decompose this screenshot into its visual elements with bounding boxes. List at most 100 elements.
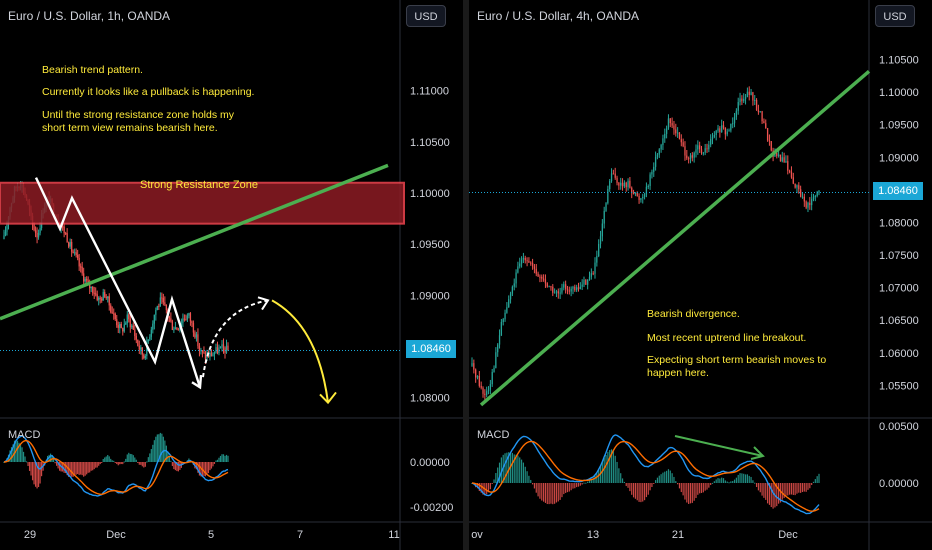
candle-body xyxy=(189,313,192,322)
macd-histogram-bar xyxy=(39,462,41,484)
candle-body xyxy=(750,92,752,95)
macd-histogram-bar xyxy=(550,483,552,504)
candle-body xyxy=(93,292,95,294)
macd-histogram-bar xyxy=(658,475,660,483)
candle-body xyxy=(144,355,146,359)
macd-histogram-bar xyxy=(792,483,794,495)
annotation-line-2: Currently it looks like a pullback is ha… xyxy=(42,86,255,98)
candle-body xyxy=(222,344,225,348)
macd-histogram-bar xyxy=(666,470,668,483)
candle-body xyxy=(799,189,802,197)
candle-body xyxy=(812,197,815,200)
macd-histogram-bar xyxy=(141,462,143,467)
candle-body xyxy=(671,123,673,126)
candle-body xyxy=(141,347,143,355)
candle-body xyxy=(64,233,67,235)
chart-panel-4h[interactable]: 1.10500 1.10000 1.09500 1.09000 1.08000 1.075… xyxy=(469,0,932,550)
currency-button[interactable]: USD xyxy=(875,5,915,27)
candle-body xyxy=(702,152,704,154)
macd-histogram-bar xyxy=(627,483,629,488)
macd-histogram-bar xyxy=(785,483,787,496)
chart-panel-1h[interactable]: 1.11000 1.10500 1.10000 1.09500 1.09000 1.080… xyxy=(0,0,463,550)
macd-histogram-bar xyxy=(113,460,115,462)
candle-body xyxy=(533,266,536,269)
macd-histogram-bar xyxy=(711,482,714,484)
panel-divider[interactable] xyxy=(463,0,469,550)
candle-body xyxy=(225,345,228,353)
macd-histogram-bar xyxy=(651,483,653,488)
candle-body xyxy=(113,313,115,315)
candle-body xyxy=(87,280,89,283)
macd-histogram-bar xyxy=(691,483,693,503)
time-tick-label: ov xyxy=(471,529,483,541)
candle-body xyxy=(520,259,523,264)
candle-body xyxy=(794,183,796,188)
macd-histogram-bar xyxy=(682,483,684,496)
arrow-head-icon xyxy=(319,391,337,405)
candle-body xyxy=(101,298,103,301)
macd-tick-label: 0.00000 xyxy=(879,478,919,490)
macd-histogram-bar xyxy=(704,483,706,491)
macd-histogram-bar xyxy=(811,483,813,485)
chart-canvas-4h[interactable]: 1.10500 1.10000 1.09500 1.09000 1.08000 1.075… xyxy=(469,0,932,550)
macd-histogram-bar xyxy=(522,462,525,483)
candle-body xyxy=(216,347,219,354)
candle-body xyxy=(105,296,107,299)
candle-body xyxy=(607,189,609,204)
candle-body xyxy=(171,321,174,331)
macd-histogram-bar xyxy=(544,483,547,503)
macd-histogram-bar xyxy=(176,462,178,472)
macd-histogram-bar xyxy=(557,483,559,502)
macd-histogram-bar xyxy=(30,462,32,476)
candle-body xyxy=(480,385,482,388)
candle-body xyxy=(574,286,576,291)
currency-button[interactable]: USD xyxy=(406,5,446,27)
time-tick-label: 29 xyxy=(24,529,36,541)
macd-histogram-bar xyxy=(517,455,519,483)
macd-histogram-bar xyxy=(125,458,127,462)
candle-body xyxy=(599,236,602,244)
macd-histogram-bar xyxy=(588,480,591,483)
candle-body xyxy=(759,111,761,113)
macd-histogram-bar xyxy=(138,462,140,465)
macd-histogram-bar xyxy=(594,475,596,483)
candle-body xyxy=(478,375,480,386)
macd-histogram-bar xyxy=(143,462,145,468)
candle-body xyxy=(4,231,7,236)
candle-body xyxy=(656,154,659,157)
candle-body xyxy=(484,393,486,395)
candle-body xyxy=(675,129,677,134)
macd-histogram-bar xyxy=(117,462,119,466)
macd-histogram-bar xyxy=(579,483,581,486)
macd-histogram-bar xyxy=(616,461,618,483)
macd-histogram-bar xyxy=(643,483,646,501)
candle-body xyxy=(553,292,556,294)
candle-body xyxy=(687,158,690,160)
candle-body xyxy=(135,336,137,340)
macd-histogram-bar xyxy=(131,454,133,462)
macd-histogram-bar xyxy=(739,473,741,483)
candle-body xyxy=(128,314,130,320)
macd-histogram-bar xyxy=(213,462,216,464)
candle-body xyxy=(535,268,537,274)
macd-histogram-bar xyxy=(28,462,31,471)
macd-histogram-bar xyxy=(634,483,637,499)
candle-body xyxy=(715,130,717,135)
macd-histogram-bar xyxy=(81,462,83,476)
chart-canvas-1h[interactable]: 1.11000 1.10500 1.10000 1.09500 1.09000 1.080… xyxy=(0,0,463,550)
candle-body xyxy=(174,327,177,330)
candle-body xyxy=(796,185,798,188)
candle-body xyxy=(686,155,688,159)
macd-histogram-bar xyxy=(221,454,223,462)
candle-body xyxy=(129,319,131,328)
candle-body xyxy=(632,193,635,195)
macd-histogram-bar xyxy=(50,453,52,462)
candle-body xyxy=(682,142,684,147)
candle-body xyxy=(743,98,745,102)
macd-histogram-bar xyxy=(719,478,721,483)
price-tick-label: 1.07500 xyxy=(879,250,919,262)
macd-histogram-bar xyxy=(649,483,651,491)
price-tick-label: 1.09500 xyxy=(410,239,450,251)
candle-body xyxy=(691,155,693,158)
annotation-line-3: Until the strong resistance zone holds m… xyxy=(42,109,235,121)
